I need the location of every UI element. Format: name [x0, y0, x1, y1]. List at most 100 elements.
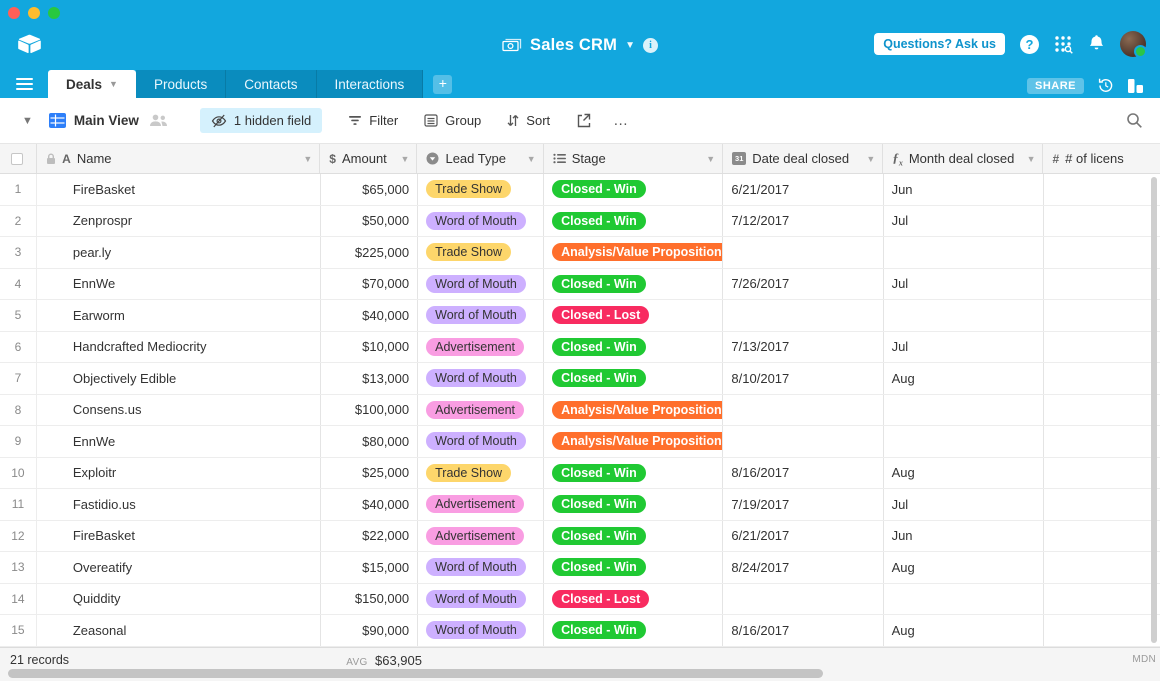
date-deal-closed-cell[interactable]: 8/24/2017: [723, 552, 884, 583]
licenses-cell[interactable]: [1044, 521, 1160, 552]
month-deal-closed-cell[interactable]: Jun: [884, 174, 1044, 205]
lead-type-cell[interactable]: Word of Mouth: [418, 363, 545, 394]
tab-deals[interactable]: Deals ▼: [48, 70, 136, 98]
minimize-window-button[interactable]: [28, 7, 40, 19]
lead-type-cell[interactable]: Advertisement: [418, 489, 545, 520]
amount-cell[interactable]: $80,000: [321, 426, 419, 457]
stage-cell[interactable]: Closed - Win: [544, 615, 724, 646]
lead-type-cell[interactable]: Trade Show: [418, 237, 545, 268]
date-deal-closed-cell[interactable]: 7/13/2017: [723, 331, 884, 362]
month-deal-closed-cell[interactable]: Jul: [884, 489, 1044, 520]
column-header-stage[interactable]: Stage ▼: [544, 144, 724, 173]
name-cell[interactable]: Overeatify: [37, 552, 321, 583]
sort-button[interactable]: Sort: [507, 113, 550, 128]
amount-cell[interactable]: $65,000: [321, 174, 419, 205]
stage-cell[interactable]: Closed - Win: [544, 331, 724, 362]
date-deal-closed-cell[interactable]: [723, 300, 884, 331]
stage-cell[interactable]: Closed - Lost: [544, 300, 724, 331]
column-header-amount[interactable]: $ Amount ▼: [320, 144, 418, 173]
licenses-cell[interactable]: [1044, 552, 1160, 583]
month-deal-closed-cell[interactable]: Aug: [884, 363, 1044, 394]
search-icon[interactable]: [1126, 112, 1143, 129]
licenses-cell[interactable]: [1044, 237, 1160, 268]
licenses-cell[interactable]: [1044, 269, 1160, 300]
month-deal-closed-cell[interactable]: Aug: [884, 457, 1044, 488]
amount-cell[interactable]: $40,000: [321, 300, 419, 331]
open-external-icon[interactable]: [576, 113, 591, 128]
share-button[interactable]: SHARE: [1026, 77, 1084, 94]
lead-type-cell[interactable]: Trade Show: [418, 457, 545, 488]
ask-us-button[interactable]: Questions? Ask us: [874, 33, 1005, 55]
amount-cell[interactable]: $70,000: [321, 268, 419, 299]
help-icon[interactable]: ?: [1020, 34, 1039, 54]
name-cell[interactable]: Zeasonal: [37, 615, 321, 646]
name-cell[interactable]: Objectively Edible: [37, 363, 321, 394]
month-deal-closed-cell[interactable]: [884, 394, 1044, 425]
close-window-button[interactable]: [8, 7, 20, 19]
lead-type-cell[interactable]: Word of Mouth: [418, 426, 545, 457]
table-row[interactable]: 9 EnnWe $80,000 Word of Mouth Analysis/Value…: [0, 426, 1160, 458]
stage-cell[interactable]: Closed - Win: [544, 205, 724, 236]
vertical-scrollbar[interactable]: [1151, 177, 1157, 643]
table-row[interactable]: 13 Overeatify $15,000 Word of Mouth Closed -…: [0, 552, 1160, 584]
lead-type-cell[interactable]: Word of Mouth: [418, 300, 545, 331]
lead-type-cell[interactable]: Advertisement: [418, 394, 545, 425]
stage-cell[interactable]: Closed - Win: [544, 552, 724, 583]
column-header-name[interactable]: A Name ▼: [37, 144, 321, 173]
amount-cell[interactable]: $225,000: [321, 237, 419, 268]
add-table-button[interactable]: +: [433, 75, 453, 94]
column-header-month-deal-closed[interactable]: ƒx Month deal closed ▼: [883, 144, 1044, 173]
sidebar-menu-icon[interactable]: [0, 70, 48, 98]
month-deal-closed-cell[interactable]: Jul: [884, 331, 1044, 362]
stage-cell[interactable]: Closed - Win: [544, 363, 724, 394]
amount-cell[interactable]: $25,000: [321, 457, 419, 488]
lead-type-cell[interactable]: Trade Show: [418, 174, 545, 205]
month-deal-closed-cell[interactable]: Jul: [884, 205, 1044, 236]
amount-cell[interactable]: $100,000: [321, 394, 419, 425]
stage-cell[interactable]: Closed - Lost: [544, 583, 724, 614]
licenses-cell[interactable]: [1044, 615, 1160, 646]
airtable-logo-icon[interactable]: [18, 34, 41, 54]
lead-type-cell[interactable]: Word of Mouth: [418, 268, 545, 299]
name-cell[interactable]: Zenprospr: [37, 205, 321, 236]
group-button[interactable]: Group: [424, 113, 481, 128]
licenses-cell[interactable]: [1044, 300, 1160, 331]
month-deal-closed-cell[interactable]: Jul: [884, 268, 1044, 299]
table-row[interactable]: 8 Consens.us $100,000 Advertisement Analysis…: [0, 394, 1160, 426]
date-deal-closed-cell[interactable]: 8/16/2017: [723, 457, 884, 488]
horizontal-scrollbar[interactable]: [8, 669, 823, 678]
table-row[interactable]: 12 FireBasket $22,000 Advertisement Closed -…: [0, 520, 1160, 552]
view-name[interactable]: Main View: [73, 113, 139, 128]
date-deal-closed-cell[interactable]: 7/12/2017: [723, 205, 884, 236]
amount-summary[interactable]: AVG $63,905: [330, 652, 430, 670]
amount-cell[interactable]: $90,000: [321, 615, 419, 646]
name-cell[interactable]: Consens.us: [37, 394, 321, 425]
licenses-cell[interactable]: [1044, 584, 1160, 615]
table-row[interactable]: 14 Quiddity $150,000 Word of Mouth Closed - …: [0, 583, 1160, 615]
date-deal-closed-cell[interactable]: 8/10/2017: [723, 363, 884, 394]
name-cell[interactable]: Exploitr: [37, 457, 321, 488]
licenses-cell[interactable]: [1044, 174, 1160, 205]
stage-cell[interactable]: Analysis/Value Proposition: [544, 237, 724, 268]
amount-cell[interactable]: $10,000: [321, 331, 419, 362]
table-row[interactable]: 15 Zeasonal $90,000 Word of Mouth Closed - W…: [0, 615, 1160, 647]
hidden-fields-button[interactable]: 1 hidden field: [199, 108, 323, 133]
filter-button[interactable]: Filter: [348, 113, 398, 128]
column-header-licenses[interactable]: # # of licens: [1052, 151, 1124, 166]
marketplace-grid-search-icon[interactable]: [1054, 35, 1073, 54]
stage-cell[interactable]: Closed - Win: [544, 174, 724, 205]
licenses-cell[interactable]: [1044, 395, 1160, 426]
name-cell[interactable]: Earworm: [37, 300, 321, 331]
month-deal-closed-cell[interactable]: Aug: [884, 615, 1044, 646]
name-cell[interactable]: FireBasket: [37, 520, 321, 551]
lead-type-cell[interactable]: Word of Mouth: [418, 205, 545, 236]
month-deal-closed-cell[interactable]: [884, 300, 1044, 331]
table-row[interactable]: 7 Objectively Edible $13,000 Word of Mouth C…: [0, 363, 1160, 395]
bell-icon[interactable]: [1088, 35, 1105, 53]
date-deal-closed-cell[interactable]: 6/21/2017: [723, 520, 884, 551]
tab-contacts[interactable]: Contacts: [226, 70, 317, 98]
name-cell[interactable]: Fastidio.us: [37, 489, 321, 520]
table-row[interactable]: 3 pear.ly $225,000 Trade Show Analysis/Value…: [0, 237, 1160, 269]
amount-cell[interactable]: $22,000: [321, 520, 419, 551]
table-row[interactable]: 10 Exploitr $25,000 Trade Show Closed - Win 8…: [0, 457, 1160, 489]
